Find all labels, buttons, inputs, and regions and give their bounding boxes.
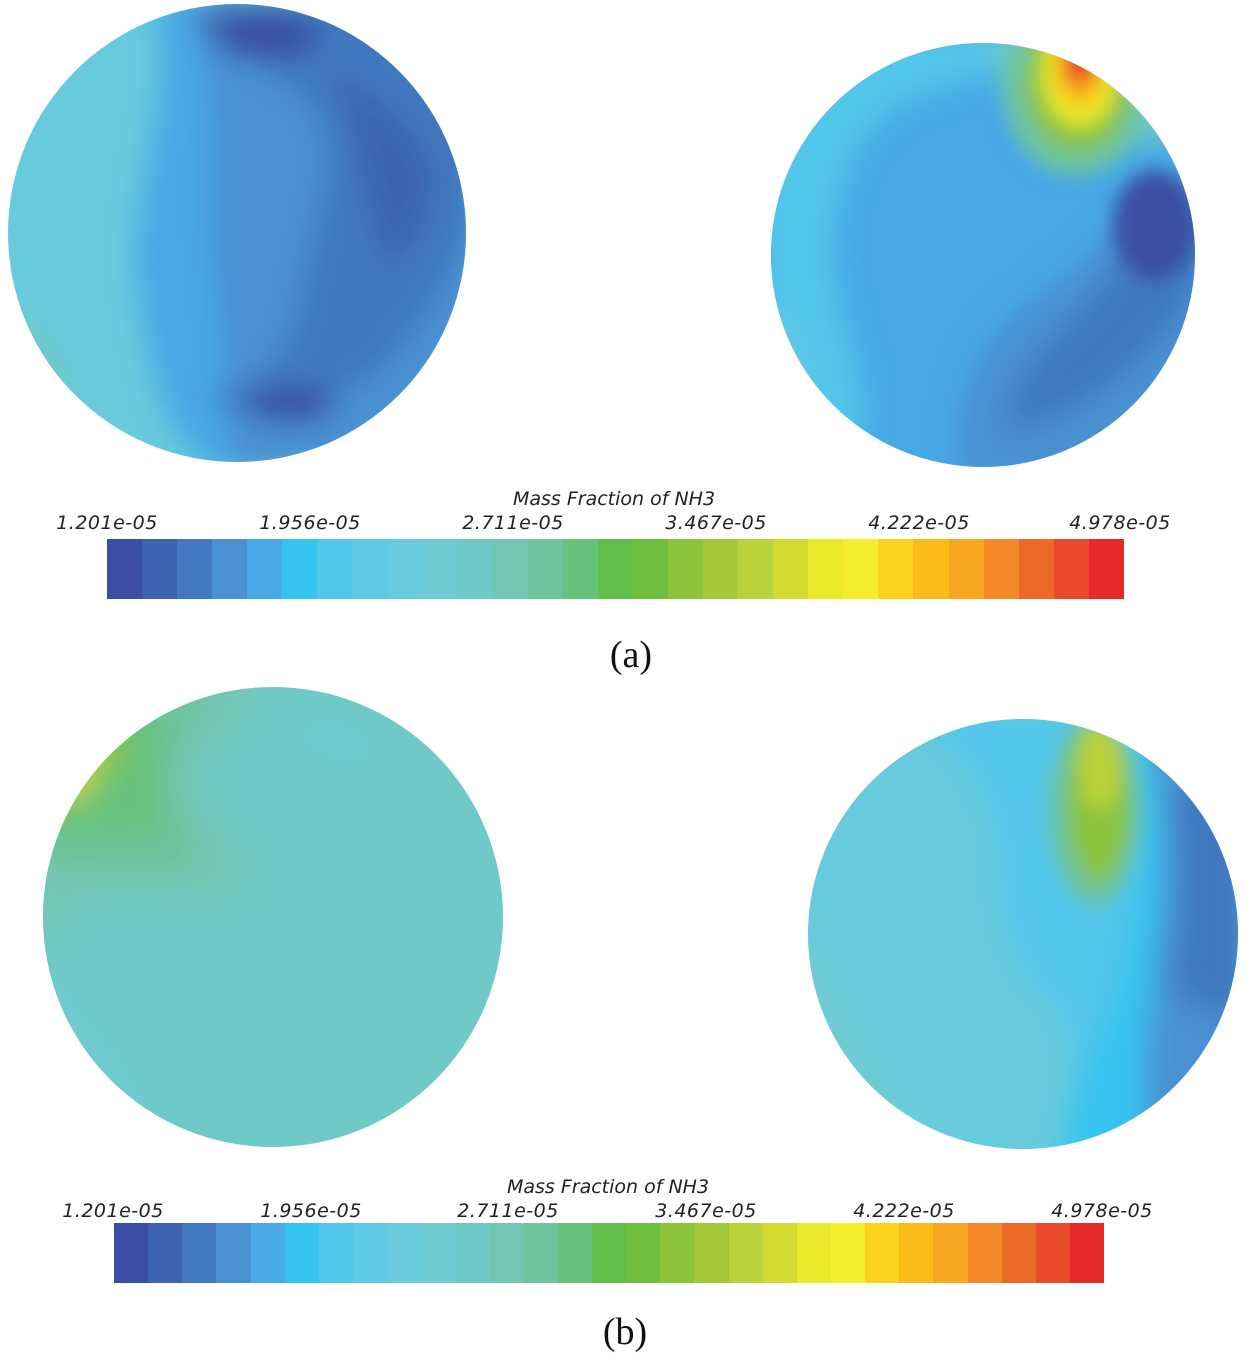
colorbar-swatch [632, 539, 668, 599]
colorbar-swatch [1088, 539, 1124, 599]
colorbar-swatch [562, 539, 598, 599]
colorbar-swatch [843, 539, 879, 599]
colorbar-swatch [148, 1223, 183, 1283]
contour-circle-a-right [771, 43, 1195, 467]
colorbar-swatch [796, 1223, 831, 1283]
colorbar-swatch [107, 539, 143, 599]
colorbar-swatch [668, 539, 704, 599]
colorbar-swatch [899, 1223, 934, 1283]
colorbar-swatch [591, 1223, 627, 1283]
colorbar-swatch [352, 1223, 388, 1283]
caption-a: (a) [609, 634, 653, 676]
colorbar-tick-label: 4.222e-05 [868, 512, 970, 534]
colorbar-swatch [1035, 1223, 1070, 1283]
colorbar-tick-label: 1.201e-05 [62, 1200, 164, 1222]
colorbar-swatch [703, 539, 739, 599]
colorbar-swatch [865, 1223, 900, 1283]
colorbar-swatch [212, 539, 248, 599]
colorbar-swatch [762, 1223, 797, 1283]
colorbar-swatch [455, 1223, 490, 1283]
colorbar-swatch [878, 539, 914, 599]
colorbar-b [114, 1223, 1105, 1283]
colorbar-swatch [492, 539, 528, 599]
colorbar-a [107, 539, 1124, 599]
colorbar-swatch [933, 1223, 968, 1283]
colorbar-tick-label: 3.467e-05 [655, 1200, 757, 1222]
panel-a: Mass Fraction of NH3 1.201e-05 1.956e-05… [8, 4, 1195, 676]
colorbar-swatch [597, 539, 633, 599]
colorbar-swatch [489, 1223, 524, 1283]
colorbar-tick-label: 4.222e-05 [853, 1200, 955, 1222]
colorbar-swatch [948, 539, 984, 599]
colorbar-swatch [913, 539, 949, 599]
colorbar-swatch [387, 1223, 422, 1283]
colorbar-swatch [247, 539, 283, 599]
colorbar-swatch [983, 539, 1019, 599]
contour-circle-b-right [808, 719, 1238, 1149]
colorbar-title-b: Mass Fraction of NH3 [506, 1176, 710, 1198]
colorbar-swatch [773, 539, 809, 599]
colorbar-swatch [738, 539, 774, 599]
colorbar-tick-label: 1.201e-05 [56, 512, 158, 534]
colorbar-swatch [282, 539, 318, 599]
colorbar-swatch [1053, 539, 1089, 599]
colorbar-swatch [457, 539, 493, 599]
colorbar-swatch [352, 539, 388, 599]
colorbar-swatch [626, 1223, 661, 1283]
colorbar-swatch [284, 1223, 319, 1283]
contour-circle-b-left [43, 687, 503, 1147]
panel-b: Mass Fraction of NH3 1.201e-05 1.956e-05… [0, 680, 1250, 1366]
caption-b: (b) [602, 1311, 648, 1353]
colorbar-swatch [557, 1223, 592, 1283]
colorbar-swatch [250, 1223, 285, 1283]
colorbar-swatch [422, 539, 458, 599]
colorbar-swatch [527, 539, 563, 599]
colorbar-swatch [318, 1223, 353, 1283]
colorbar-swatch [523, 1223, 558, 1283]
contour-plots-a [8, 4, 1195, 467]
colorbar-swatch [387, 539, 423, 599]
colorbar-swatch [1001, 1223, 1036, 1283]
colorbar-swatch [142, 539, 178, 599]
colorbar-swatch [421, 1223, 456, 1283]
colorbar-tick-label: 1.956e-05 [259, 512, 361, 534]
colorbar-tick-label: 2.711e-05 [457, 1200, 559, 1222]
colorbar-swatch [728, 1223, 763, 1283]
colorbar-tick-label: 3.467e-05 [665, 512, 767, 534]
colorbar-swatch [1069, 1223, 1105, 1283]
colorbar-tick-label: 4.978e-05 [1069, 512, 1171, 534]
colorbar-swatch [1018, 539, 1054, 599]
colorbar-tick-label: 4.978e-05 [1051, 1200, 1153, 1222]
colorbar-swatch [177, 539, 213, 599]
colorbar-swatch [967, 1223, 1002, 1283]
colorbar-tick-label: 2.711e-05 [462, 512, 564, 534]
colorbar-swatch [660, 1223, 695, 1283]
colorbar-swatch [182, 1223, 217, 1283]
colorbar-swatch [216, 1223, 251, 1283]
colorbar-swatch [694, 1223, 729, 1283]
contour-plots-b [43, 687, 1238, 1149]
contour-circle-a-left [8, 4, 466, 462]
colorbar-tick-label: 1.956e-05 [260, 1200, 362, 1222]
colorbar-swatch [830, 1223, 866, 1283]
colorbar-swatch [317, 539, 353, 599]
colorbar-swatch [808, 539, 844, 599]
colorbar-title-a: Mass Fraction of NH3 [512, 488, 716, 510]
colorbar-swatch [114, 1223, 149, 1283]
